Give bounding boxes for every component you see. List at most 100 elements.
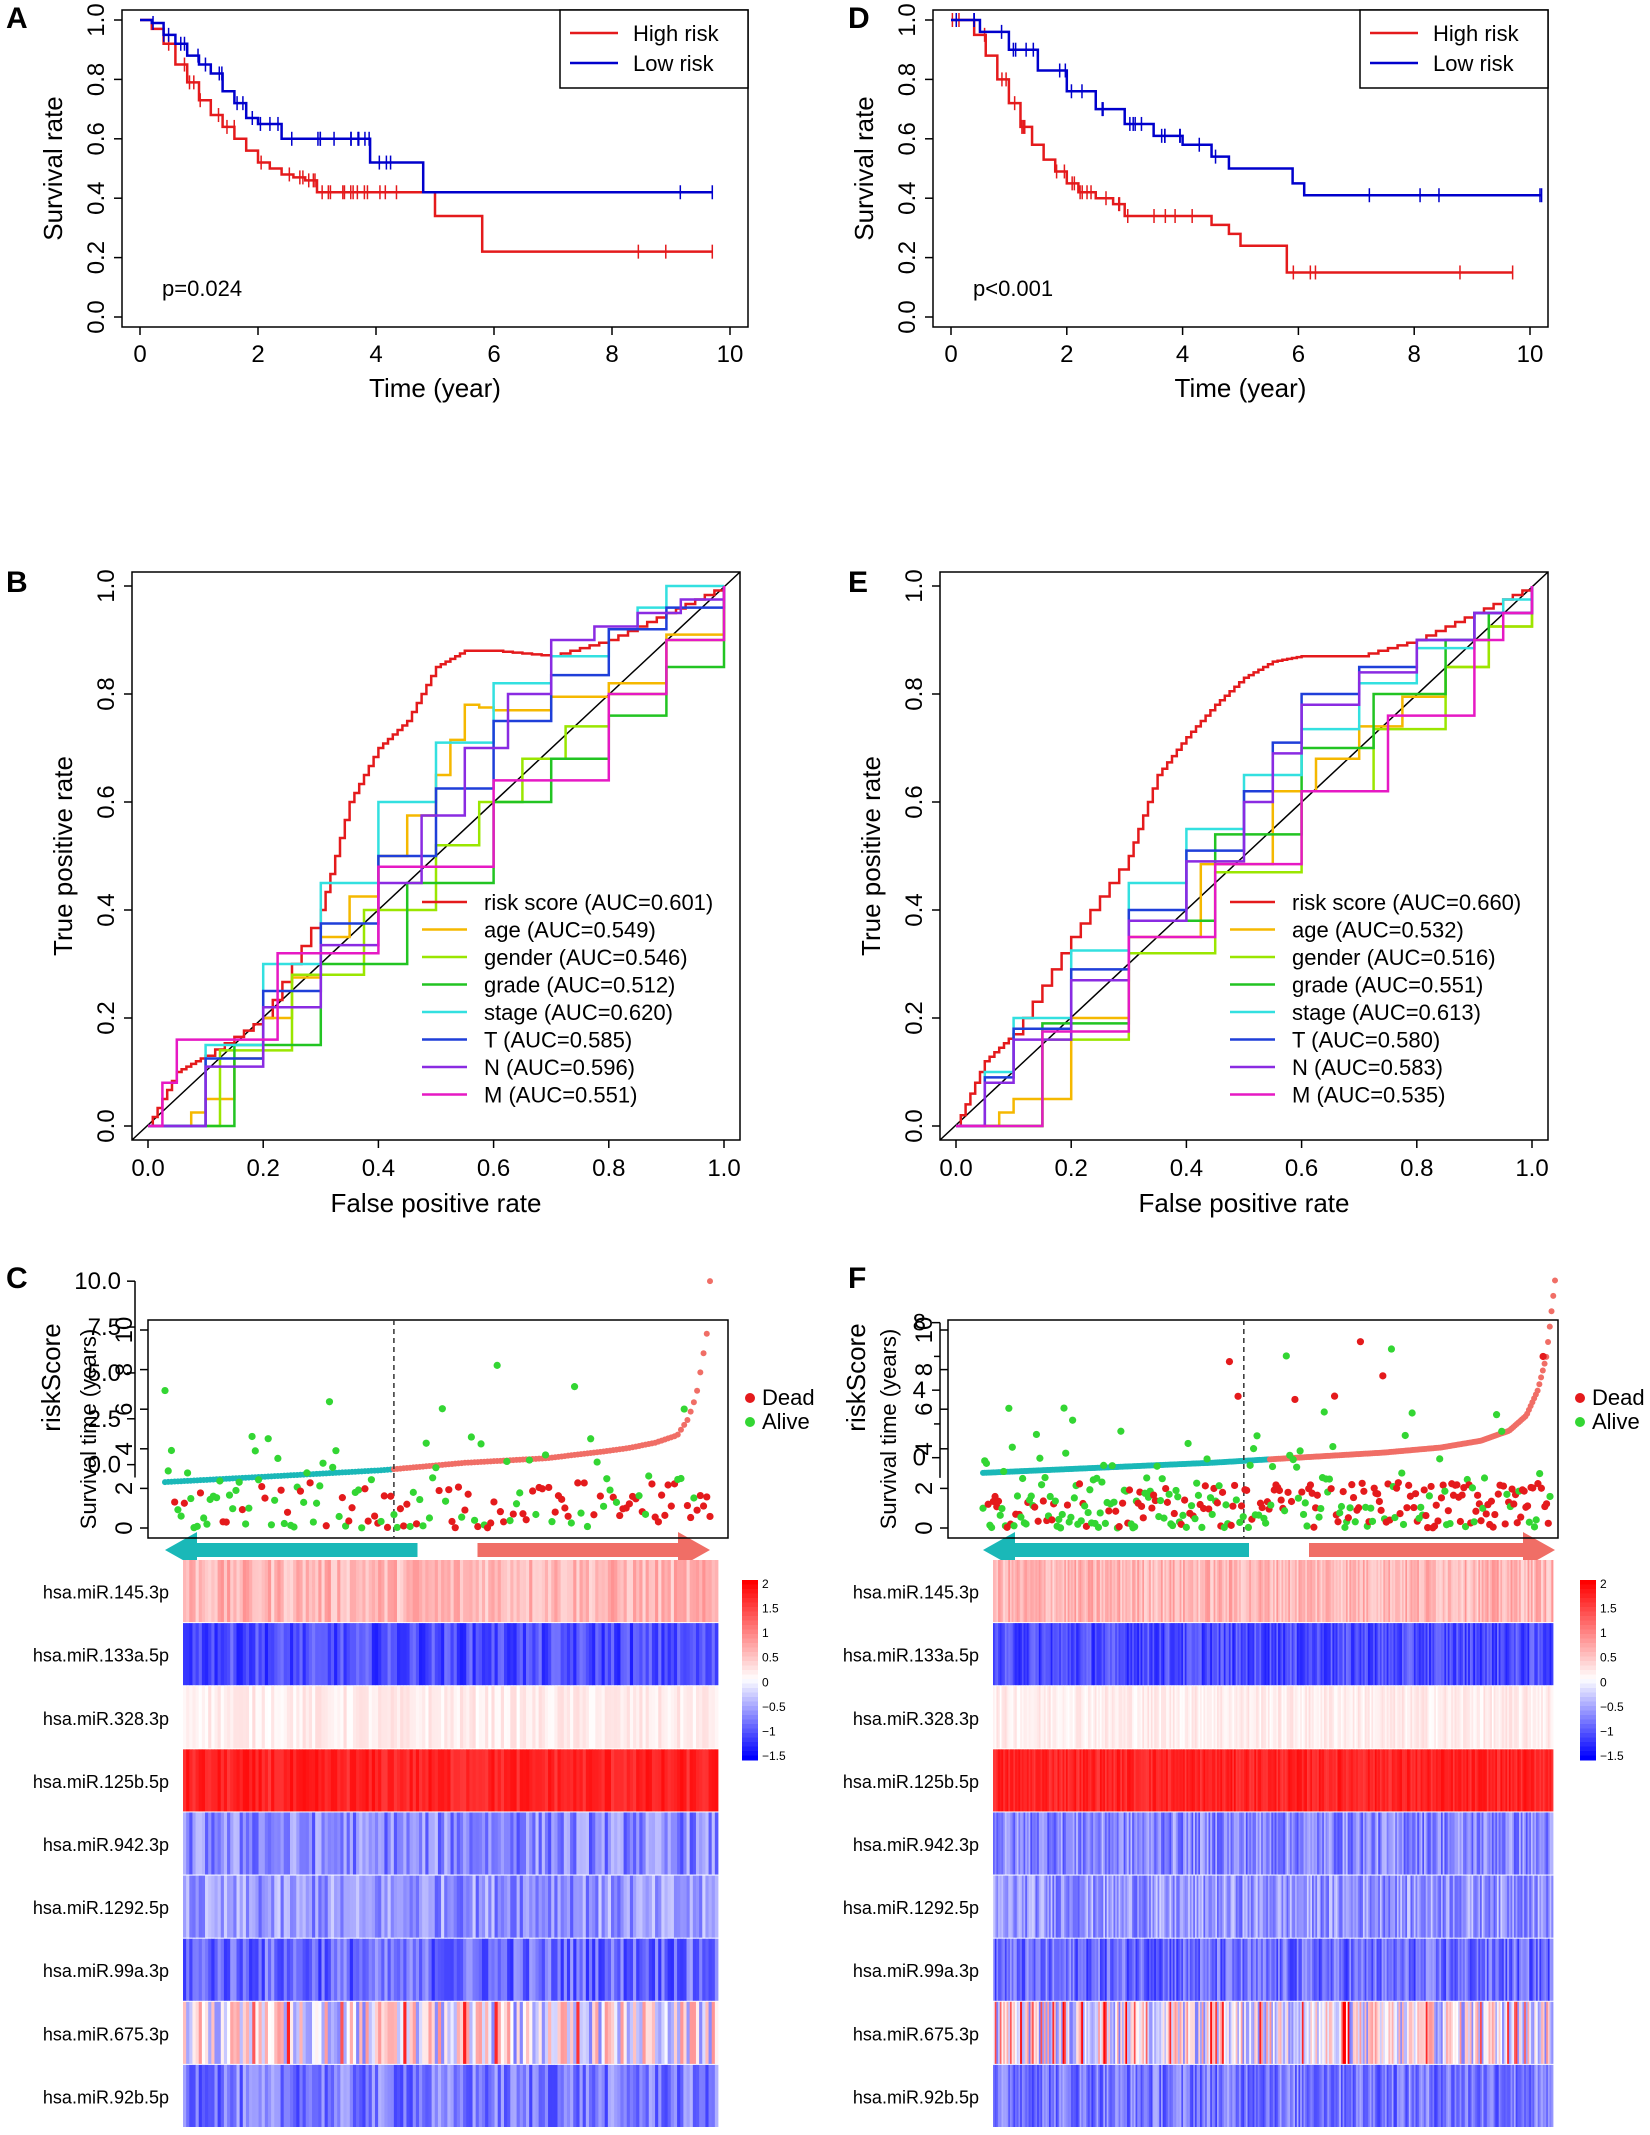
heatmap-cell <box>636 1686 640 1749</box>
heatmap-cell <box>1408 1560 1411 1623</box>
heatmap-cell <box>664 1875 669 1938</box>
heatmap-cell <box>1469 1686 1472 1749</box>
heatmap-cell <box>1281 1623 1284 1686</box>
heatmap-cell <box>280 1938 285 2001</box>
alive-point <box>1325 1475 1334 1483</box>
heatmap-cell <box>1106 1749 1109 1812</box>
heatmap-cell <box>463 2064 467 2127</box>
heatmap-cell <box>488 2001 492 2064</box>
colorbar-step <box>742 1584 758 1590</box>
heatmap-cell <box>1303 1560 1306 1623</box>
heatmap-cell <box>1167 1623 1170 1686</box>
dead-point <box>1517 1513 1525 1521</box>
heatmap-cell <box>1364 1623 1367 1686</box>
heatmap-cell <box>1252 1812 1255 1875</box>
heatmap-cell <box>1004 1560 1007 1623</box>
heatmap-cell <box>236 2001 241 2064</box>
heatmap-cell <box>1332 1623 1335 1686</box>
heatmap-cell <box>1517 1623 1520 1686</box>
alive-point <box>264 1435 272 1443</box>
heatmap-cell <box>629 1812 634 1875</box>
heatmap-cell <box>573 1623 577 1686</box>
heatmap-cell <box>205 1623 209 1686</box>
heatmap-cell <box>1427 1686 1430 1749</box>
heatmap-cell <box>1327 1560 1330 1623</box>
heatmap-cell <box>201 1560 206 1623</box>
dead-point <box>1225 1357 1234 1366</box>
heatmap-cell <box>1412 1686 1415 1749</box>
heatmap-cell <box>374 1812 379 1875</box>
heatmap-cell <box>1025 1938 1028 2001</box>
heatmap-cell <box>1086 1623 1089 1686</box>
heatmap-cell <box>393 1938 398 2001</box>
heatmap-cell <box>645 1623 650 1686</box>
heatmap-cell <box>1089 1749 1092 1812</box>
alive-point <box>680 1405 688 1413</box>
dead-point <box>538 1485 546 1493</box>
heatmap-cell <box>1454 1812 1457 1875</box>
heatmap-cell <box>1318 1875 1321 1938</box>
heatmap-cell <box>548 2064 552 2127</box>
heatmap-cell <box>1401 1812 1405 1875</box>
heatmap-cell <box>1088 1749 1091 1812</box>
dead-point <box>667 1502 675 1510</box>
heatmap-cell <box>1225 1812 1228 1875</box>
heatmap-cell <box>1463 1749 1466 1812</box>
colorbar-step <box>742 1620 758 1626</box>
heatmap-cell <box>1356 1623 1359 1686</box>
heatmap-cell <box>374 1875 379 1938</box>
heatmap-cell <box>1054 1560 1057 1623</box>
heatmap-cell <box>500 1812 505 1875</box>
heatmap-cell <box>588 2001 593 2064</box>
heatmap-cell <box>1539 1623 1542 1686</box>
heatmap-cell <box>680 1623 684 1686</box>
heatmap-cell <box>485 1812 489 1875</box>
heatmap-cell <box>513 2064 517 2127</box>
heatmap-cell <box>566 1623 571 1686</box>
heatmap-cell <box>198 1749 203 1812</box>
heatmap-cell <box>1393 1560 1396 1623</box>
heatmap-cell <box>1444 1686 1447 1749</box>
heatmap-cell <box>1162 1812 1165 1875</box>
heatmap-cell <box>1291 1686 1294 1749</box>
heatmap-cell <box>1076 1560 1079 1623</box>
heatmap-cell <box>189 1623 193 1686</box>
heatmap-cell <box>1407 1623 1410 1686</box>
y-tick-label: 0.6 <box>83 122 110 155</box>
legend-label: age (AUC=0.532) <box>1292 918 1464 943</box>
alive-point <box>593 1458 601 1466</box>
heatmap-cell <box>393 1875 398 1938</box>
y-tick-label: 0.2 <box>93 1001 120 1034</box>
heatmap-cell <box>1447 1875 1450 1938</box>
heatmap-cell <box>1337 1749 1340 1812</box>
heatmap-cell <box>566 1812 571 1875</box>
heatmap-cell <box>683 1560 687 1623</box>
colorbar-step <box>742 1697 758 1702</box>
colorbar-step <box>742 1602 758 1608</box>
heatmap-cell <box>1313 1560 1316 1623</box>
heatmap-cell <box>1417 1560 1420 1623</box>
heatmap-cell <box>412 1812 417 1875</box>
heatmap-cell <box>1415 1812 1418 1875</box>
alive-point <box>1051 1497 1059 1505</box>
heatmap-cell <box>349 1812 354 1875</box>
dead-point <box>1379 1372 1387 1380</box>
heatmap-cell <box>1510 1686 1513 1749</box>
heatmap-cell <box>378 1686 382 1749</box>
heatmap-cell <box>1422 1623 1425 1686</box>
heatmap-cell <box>1412 1560 1415 1623</box>
heatmap-cell <box>519 1875 524 1938</box>
heatmap-cell <box>994 1938 997 2001</box>
heatmap-cell <box>1398 1686 1401 1749</box>
heatmap-cell <box>680 1686 684 1749</box>
risk-point <box>1548 1308 1555 1315</box>
heatmap-cell <box>1422 1686 1425 1749</box>
heatmap-cell <box>1537 1875 1540 1938</box>
y-tick-label: 0.2 <box>83 241 110 274</box>
heatmap-cell <box>1217 1812 1220 1875</box>
heatmap-cell <box>1091 1623 1094 1686</box>
heatmap-cell <box>1035 1623 1038 1686</box>
heatmap-cell <box>522 2001 527 2064</box>
heatmap-cell <box>415 1686 420 1749</box>
heatmap-cell <box>566 1686 571 1749</box>
